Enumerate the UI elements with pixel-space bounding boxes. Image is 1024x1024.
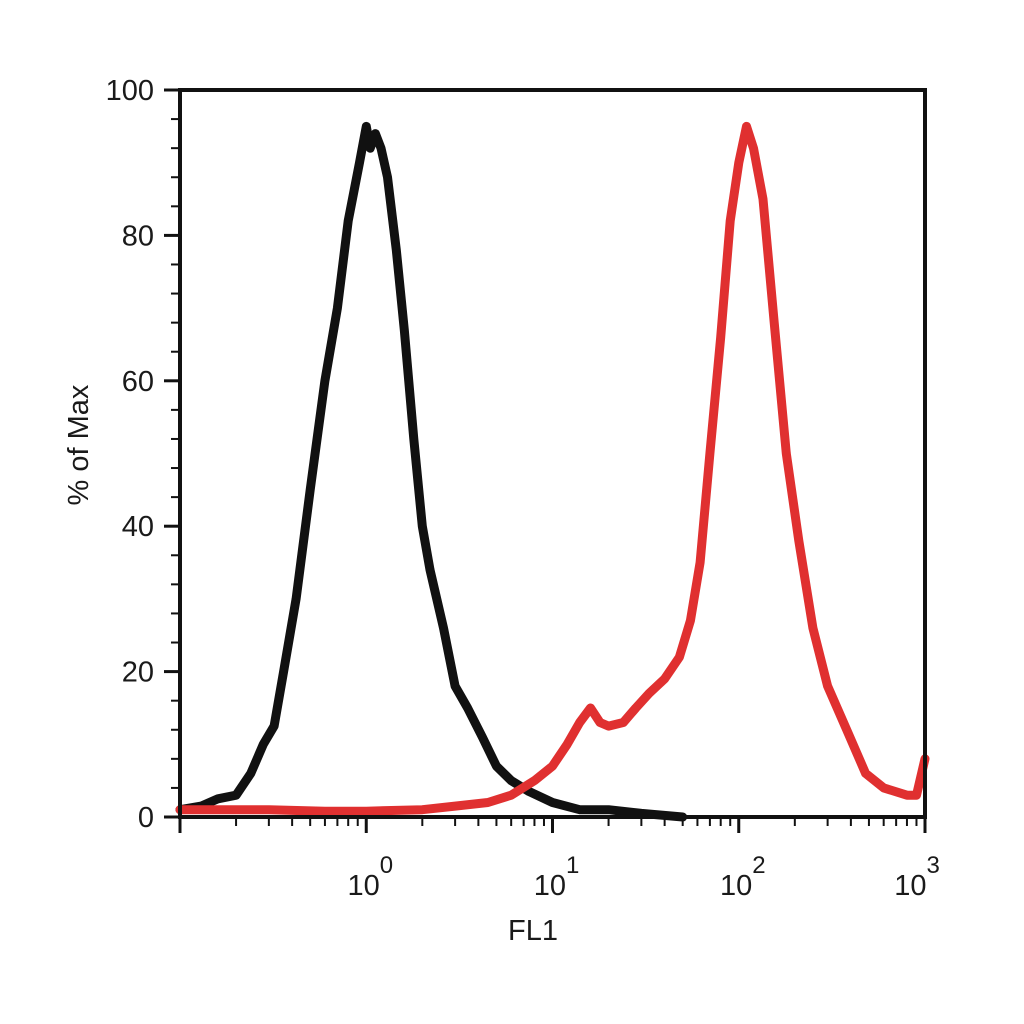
x-axis-ticks <box>178 817 927 833</box>
x-tick-label: 101 <box>534 852 580 902</box>
x-tick-label: 100 <box>347 852 393 902</box>
x-tick-label: 103 <box>894 852 940 902</box>
y-tick-label: 100 <box>106 75 154 107</box>
y-tick-label: 60 <box>122 366 154 398</box>
x-axis-label: FL1 <box>508 915 558 947</box>
x-tick-label: 102 <box>720 852 766 902</box>
x-axis-tick-labels: 100 101 102 103 <box>347 852 939 902</box>
plot-frame <box>178 88 927 819</box>
y-axis-ticks <box>164 88 180 819</box>
y-tick-label: 0 <box>138 802 154 834</box>
y-tick-label: 20 <box>122 657 154 689</box>
series-line-1 <box>175 121 688 822</box>
y-tick-label: 80 <box>122 220 154 252</box>
y-tick-label: 40 <box>122 511 154 543</box>
y-axis-tick-labels: 0 20 40 60 80 100 <box>106 75 154 834</box>
y-axis-label: % of Max <box>63 384 95 505</box>
series-layer <box>175 121 930 822</box>
series-line-2 <box>175 121 930 816</box>
